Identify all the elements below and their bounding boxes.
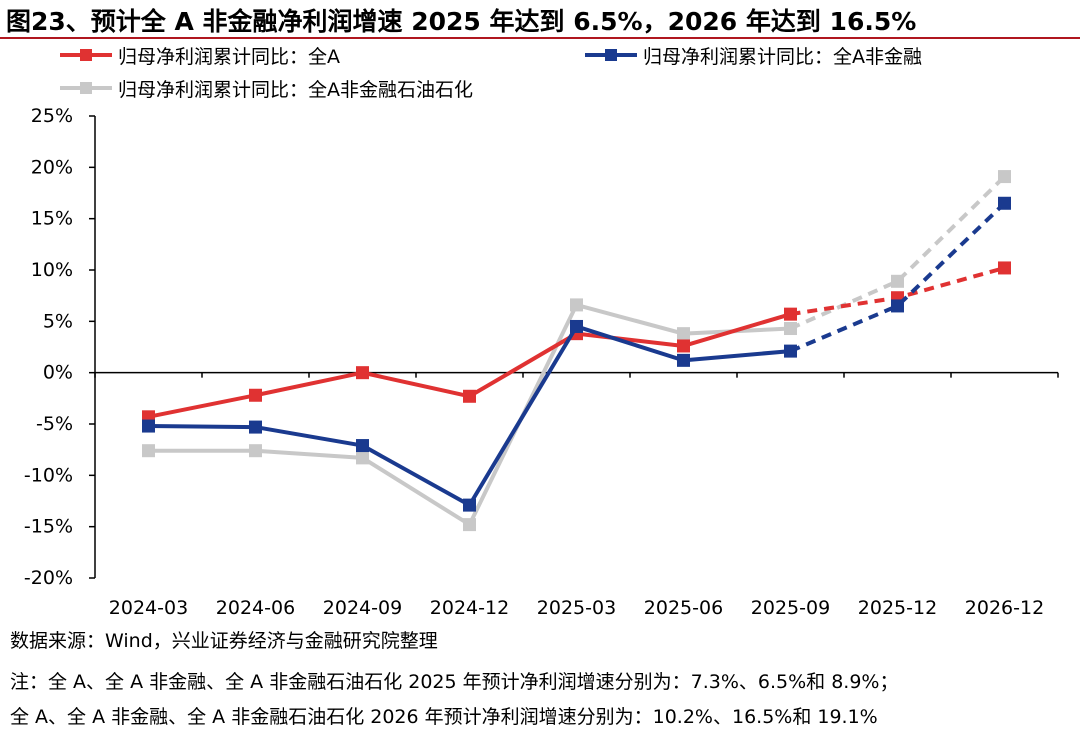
data-point [570,298,583,312]
legend-item-all-a: 归母净利润累计同比：全A [58,40,340,70]
data-point [570,319,583,333]
x-tick-label: 2025-09 [751,597,830,619]
x-tick-label: 2025-06 [644,597,723,619]
source-note: 数据来源：Wind，兴业证券经济与金融研究院整理 [10,630,438,652]
data-point [356,366,369,380]
y-tick-label: 0% [43,362,73,384]
data-point [463,498,476,512]
data-point [463,518,476,532]
series-line-forecast [789,175,1006,331]
data-point [784,322,797,336]
legend-label-non-fin: 归母净利润累计同比：全A非金融 [643,45,922,68]
data-point [356,451,369,465]
y-tick-label: 5% [43,310,73,332]
data-point [142,419,155,433]
y-axis-ticks: 25% 20% 15% 10% 5% 0% -5% -10% -15% -20% [24,105,95,589]
x-tick-label: 2026-12 [965,597,1044,619]
data-point [677,353,690,367]
x-axis: 2024-03 2024-06 2024-09 2024-12 2025-03 2025-… [94,371,1059,619]
legend-item-non-fin: 归母净利润累计同比：全A非金融 [583,40,922,70]
data-point [142,444,155,458]
legend-label-non-fin-ex-pe: 归母净利润累计同比：全A非金融石油石化 [118,78,473,101]
legend-label-all-a: 归母净利润累计同比：全A [118,45,340,68]
x-tick-label: 2025-12 [858,597,937,619]
data-point [463,389,476,403]
data-point [998,261,1011,275]
footnote-2026: 全 A、全 A 非金融、全 A 非金融石油石化 2026 年预计净利润增速分别为… [10,706,878,728]
series-line-actual [148,302,791,527]
y-tick-label: 20% [31,156,73,178]
x-tick-label: 2024-09 [323,597,402,619]
line-chart: 25%20%15%10%5%0%-5%-10%-15%-20% 2024-03 2… [24,105,1059,619]
data-point [998,170,1011,184]
title-divider [0,37,1080,39]
x-tick-label: 2024-12 [430,597,509,619]
data-point [249,388,262,402]
y-tick-label: 25% [31,105,73,127]
series-group [142,170,1011,532]
data-point [249,420,262,434]
y-tick-label: 15% [31,208,73,230]
y-tick-label: -20% [24,567,73,589]
series-line-forecast [789,201,1006,353]
data-point [998,196,1011,210]
footnote-2025: 注：全 A、全 A 非金融、全 A 非金融石油石化 2025 年预计净利润增速分… [10,671,899,693]
x-tick-label: 2024-06 [216,597,295,619]
x-tick-label: 2025-03 [537,597,616,619]
data-point [677,327,690,341]
data-point [891,274,904,288]
y-tick-label: 10% [31,259,73,281]
data-point [891,299,904,313]
y-tick-label: -10% [24,464,73,486]
data-point [784,344,797,358]
series-line-actual [148,324,791,508]
y-tick-label: -5% [36,413,73,435]
data-point [784,307,797,321]
data-point [677,339,690,353]
legend-swatch-non-fin [583,40,639,70]
x-tick-label: 2024-03 [109,597,188,619]
legend-swatch-all-a [58,40,114,70]
data-point [249,444,262,458]
y-tick-label: -15% [24,516,73,538]
data-point [356,439,369,453]
legend-swatch-non-fin-ex-pe [58,73,114,103]
page-title: 图23、预计全 A 非金融净利润增速 2025 年达到 6.5%，2026 年达… [6,7,917,36]
legend-item-non-fin-ex-pe: 归母净利润累计同比：全A非金融石油石化 [58,73,473,103]
